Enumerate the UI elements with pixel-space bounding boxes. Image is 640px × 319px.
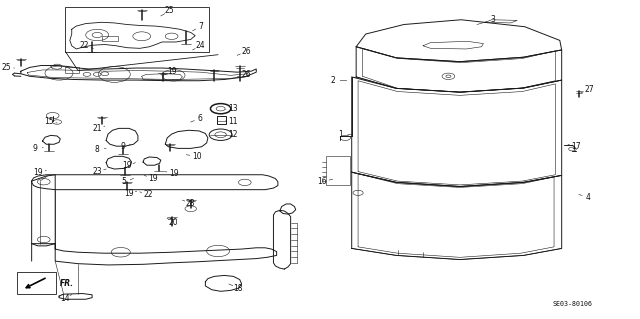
Text: 7: 7	[198, 22, 203, 31]
Text: 12: 12	[228, 130, 238, 138]
Text: 3: 3	[490, 15, 495, 24]
Text: 9: 9	[120, 142, 125, 151]
Text: 27: 27	[585, 85, 595, 94]
Text: 10: 10	[192, 152, 202, 161]
Text: 23: 23	[92, 167, 102, 176]
Text: FR.: FR.	[60, 278, 74, 287]
Text: 20: 20	[169, 218, 179, 227]
Text: 21: 21	[92, 124, 102, 133]
Text: 26: 26	[241, 70, 251, 79]
Text: 26: 26	[241, 47, 251, 56]
Text: 25: 25	[165, 6, 175, 15]
Text: 22: 22	[80, 41, 89, 50]
Text: 19: 19	[169, 169, 179, 178]
Text: 25: 25	[1, 63, 11, 72]
Text: 16: 16	[317, 177, 327, 186]
Text: 19: 19	[124, 189, 134, 198]
Text: 19: 19	[167, 67, 177, 76]
Text: 1: 1	[338, 130, 342, 138]
Text: SE03-80106: SE03-80106	[552, 301, 593, 307]
Text: 5: 5	[122, 177, 126, 186]
Text: 14: 14	[61, 294, 70, 303]
Text: 6: 6	[198, 114, 203, 123]
Text: 11: 11	[228, 117, 238, 126]
Text: 15: 15	[44, 117, 54, 126]
Text: 28: 28	[186, 199, 195, 208]
Text: 2: 2	[330, 76, 335, 85]
Text: 19: 19	[33, 168, 43, 177]
Text: 9: 9	[33, 144, 37, 153]
Text: 19: 19	[122, 161, 132, 170]
Text: 24: 24	[195, 41, 205, 50]
Text: 17: 17	[571, 142, 580, 151]
Text: 8: 8	[95, 145, 100, 154]
Text: 18: 18	[234, 284, 243, 293]
Text: 22: 22	[143, 190, 153, 199]
Text: 19: 19	[148, 174, 157, 183]
Text: 4: 4	[586, 193, 591, 202]
Text: 13: 13	[228, 104, 238, 113]
